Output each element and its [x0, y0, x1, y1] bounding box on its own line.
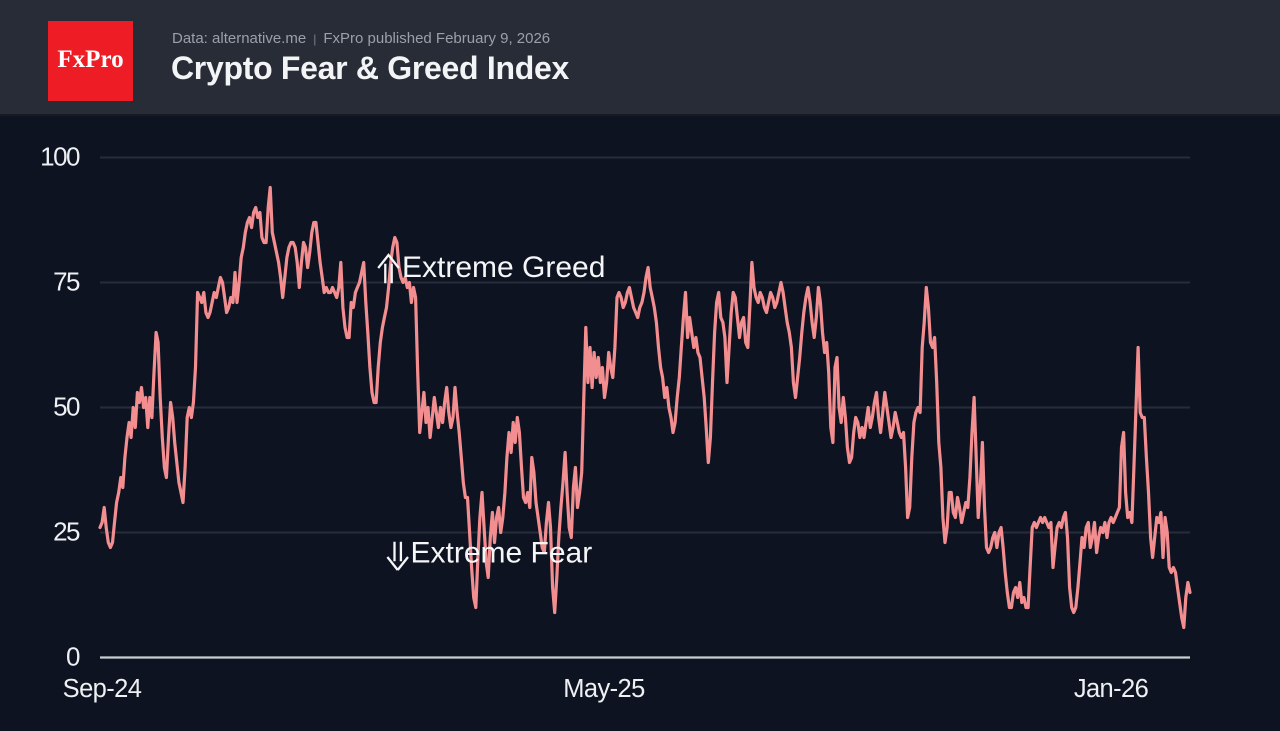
svg-text:May-25: May-25: [563, 675, 645, 703]
svg-text:25: 25: [53, 517, 80, 547]
svg-text:Sep-24: Sep-24: [63, 675, 142, 703]
svg-text:75: 75: [53, 267, 80, 297]
svg-text:100: 100: [40, 142, 80, 172]
svg-text:Extreme Greed: Extreme Greed: [402, 251, 605, 284]
svg-text:50: 50: [53, 392, 80, 422]
svg-text:0: 0: [66, 642, 80, 672]
svg-text:Jan-26: Jan-26: [1074, 675, 1149, 703]
svg-text:Extreme Fear: Extreme Fear: [411, 537, 593, 570]
